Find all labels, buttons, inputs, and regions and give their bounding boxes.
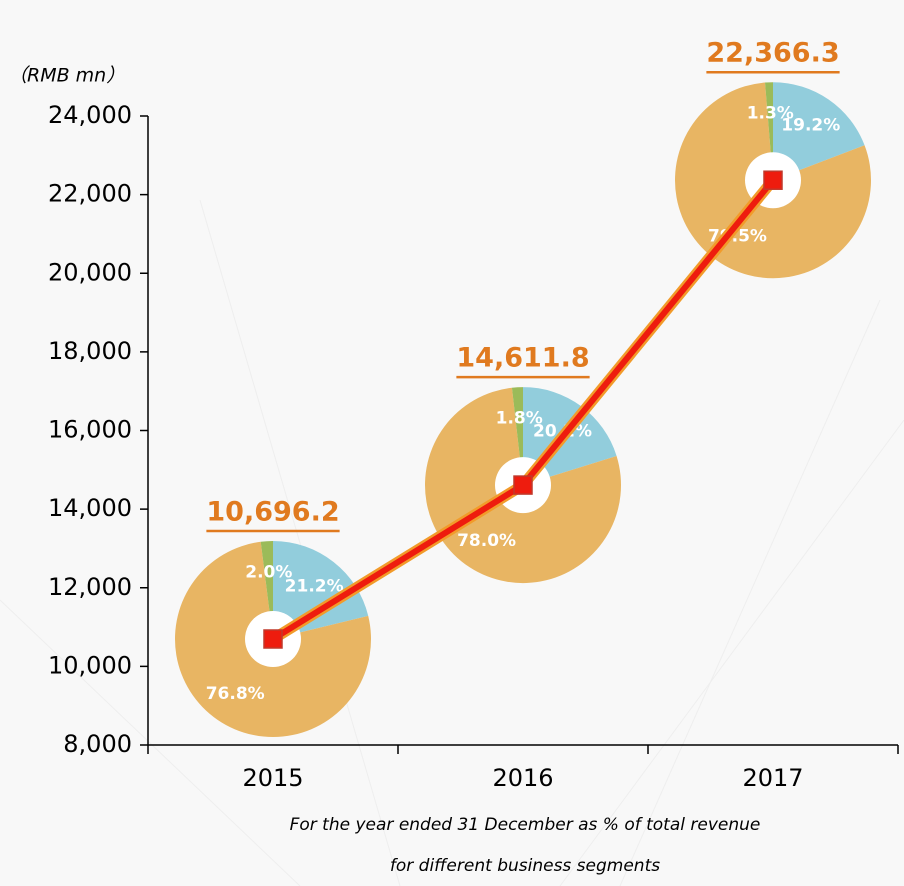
pie-slice	[273, 541, 369, 640]
x-tick-label: 2017	[742, 764, 803, 792]
y-tick-label: 16,000	[48, 416, 132, 444]
note: For the year ended 31 December as % of t…	[290, 815, 761, 835]
point-marker	[263, 629, 283, 649]
pie-label: 1.3%	[747, 104, 794, 124]
pie-label: 76.8%	[206, 684, 265, 704]
y-axis-label: （RMB mn）	[8, 65, 125, 87]
background-pattern	[0, 199, 904, 886]
y-tick-label: 8,000	[63, 730, 132, 758]
y-tick-label: 18,000	[48, 337, 132, 365]
pie-label: 1.8%	[496, 409, 543, 429]
x-axis-ticks	[147, 745, 899, 754]
data-label: 14,611.8	[456, 343, 589, 374]
x-tick-label: 2015	[242, 764, 303, 792]
y-tick-label: 22,000	[48, 180, 132, 208]
note: for different business segments	[390, 856, 660, 876]
point-marker	[513, 475, 533, 495]
pie-label: 78.0%	[457, 531, 516, 551]
pie-label: 2.0%	[245, 562, 292, 582]
y-tick-label: 10,000	[48, 651, 132, 679]
y-tick-label: 14,000	[48, 494, 132, 522]
y-tick-label: 24,000	[48, 101, 132, 129]
point-marker	[763, 170, 783, 190]
pie-label: 21.2%	[285, 577, 344, 597]
y-tick-label: 12,000	[48, 573, 132, 601]
pie-label: 19.2%	[781, 115, 840, 135]
data-label: 10,696.2	[206, 497, 339, 528]
y-tick-label: 20,000	[48, 258, 132, 286]
x-tick-label: 2016	[492, 764, 553, 792]
pie-slice	[773, 82, 865, 181]
data-label: 22,366.3	[706, 38, 839, 69]
